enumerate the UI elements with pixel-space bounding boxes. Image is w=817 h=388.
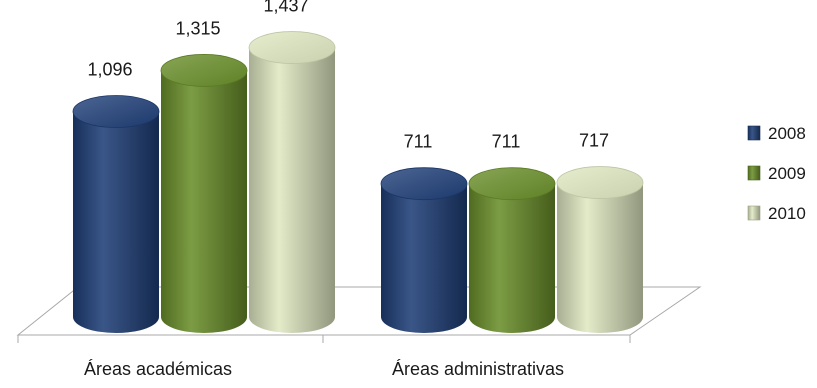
bar-2008-academicas	[72, 95, 160, 333]
bar-body	[469, 183, 555, 333]
category-label: Áreas administrativas	[392, 359, 564, 379]
bars-group	[72, 31, 644, 333]
bar-body	[73, 111, 159, 333]
bar-2009-administrativas	[468, 167, 556, 333]
legend: 2008 2009 2010	[747, 124, 806, 223]
legend-swatch	[747, 165, 761, 181]
legend-swatch	[747, 205, 761, 221]
bar-top	[468, 167, 556, 201]
data-label: 717	[579, 131, 609, 151]
data-label: 711	[404, 132, 433, 152]
bar-2009-academicas	[160, 54, 248, 333]
bar-body	[161, 70, 247, 333]
bar-top	[248, 31, 336, 64]
bar-body	[249, 47, 335, 333]
legend-label: 2008	[768, 124, 806, 143]
bar-top	[72, 95, 160, 128]
bar-body	[557, 182, 643, 333]
bar-body	[381, 183, 467, 333]
legend-label: 2010	[768, 204, 806, 223]
data-label: 1,096	[87, 60, 132, 80]
bar-2010-academicas	[248, 31, 336, 333]
legend-swatch	[747, 125, 761, 141]
data-labels-group: 1,096 1,315 1,437 711 711 717	[87, 0, 609, 152]
data-label: 711	[492, 132, 521, 152]
bar-2008-administrativas	[380, 167, 468, 333]
category-labels-group: Áreas académicas Áreas administrativas	[84, 359, 564, 379]
bar-top	[380, 167, 468, 201]
data-label: 1,437	[263, 0, 308, 16]
bar-top	[556, 166, 644, 199]
bar-2010-administrativas	[556, 166, 644, 333]
legend-label: 2009	[768, 164, 806, 183]
category-label: Áreas académicas	[84, 359, 232, 379]
bar-top	[160, 54, 248, 87]
data-label: 1,315	[175, 18, 220, 38]
